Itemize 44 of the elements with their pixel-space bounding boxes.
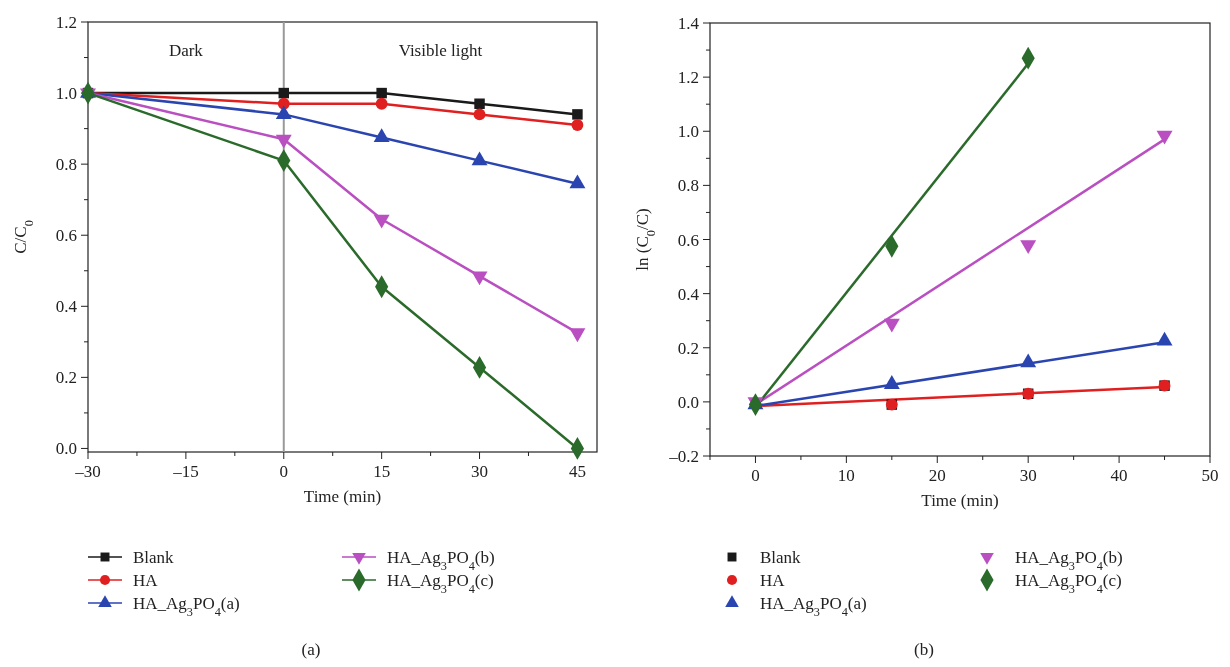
y-tick-label: 0.6 bbox=[55, 226, 77, 246]
y-tick-label: 0.8 bbox=[677, 176, 699, 196]
legend-label: Blank bbox=[760, 548, 802, 567]
y-tick-label: 0.4 bbox=[55, 297, 78, 317]
x-tick-label: 0 bbox=[279, 462, 289, 481]
text: (b) bbox=[914, 640, 934, 659]
y-tick-label: 0.0 bbox=[677, 392, 699, 412]
y-tick-label: 1.2 bbox=[55, 13, 77, 32]
x-tick-label: 10 bbox=[837, 466, 855, 485]
x-tick-label: –30 bbox=[74, 462, 101, 481]
y-tick-label: 0.0 bbox=[55, 439, 77, 459]
y-tick-label: 1.0 bbox=[677, 122, 699, 142]
x-axis-title: Time (min) bbox=[921, 491, 999, 510]
legend-label: HA_Ag$_{3}$PO$_{4}$(c) bbox=[387, 571, 494, 596]
y-tick-label: 0.2 bbox=[677, 338, 699, 358]
y-tick-label: 1.0 bbox=[55, 84, 77, 104]
x-tick-label: –15 bbox=[172, 462, 199, 481]
annotation: Dark bbox=[168, 41, 204, 60]
legend-label: Blank bbox=[133, 548, 175, 567]
y-tick-label: 0.8 bbox=[55, 155, 77, 175]
x-tick-label: 0 bbox=[751, 466, 760, 485]
annotation: Visible light bbox=[398, 41, 483, 60]
text: (a) bbox=[301, 640, 321, 659]
y-tick-label: 1.2 bbox=[677, 68, 699, 88]
legend-label: HA_Ag$_{3}$PO$_{4}$(b) bbox=[1015, 548, 1123, 573]
y-tick-label: 1.4 bbox=[677, 14, 700, 33]
y-tick-label: –0.2 bbox=[668, 447, 699, 466]
y-tick-label: 0.6 bbox=[677, 230, 699, 250]
x-tick-label: 50 bbox=[1201, 466, 1219, 485]
x-axis-title: Time (min) bbox=[303, 487, 382, 506]
x-tick-label: 20 bbox=[928, 466, 946, 485]
x-tick-label: 40 bbox=[1110, 466, 1128, 485]
legend-label: HA_Ag$_{3}$PO$_{4}$(a) bbox=[760, 594, 867, 619]
x-tick-label: 30 bbox=[1019, 466, 1037, 485]
x-tick-label: 45 bbox=[568, 462, 586, 481]
legend-label: HA_Ag$_{3}$PO$_{4}$(b) bbox=[387, 548, 495, 573]
legend-label: HA_Ag$_{3}$PO$_{4}$(a) bbox=[133, 594, 240, 619]
legend-label: HA bbox=[133, 571, 159, 590]
y-tick-label: 0.2 bbox=[55, 368, 77, 388]
y-tick-label: 0.4 bbox=[677, 284, 700, 304]
x-tick-label: 30 bbox=[471, 462, 489, 481]
legend-label: HA bbox=[760, 571, 786, 590]
x-tick-label: 15 bbox=[373, 462, 391, 481]
legend-label: HA_Ag$_{3}$PO$_{4}$(c) bbox=[1015, 571, 1122, 596]
